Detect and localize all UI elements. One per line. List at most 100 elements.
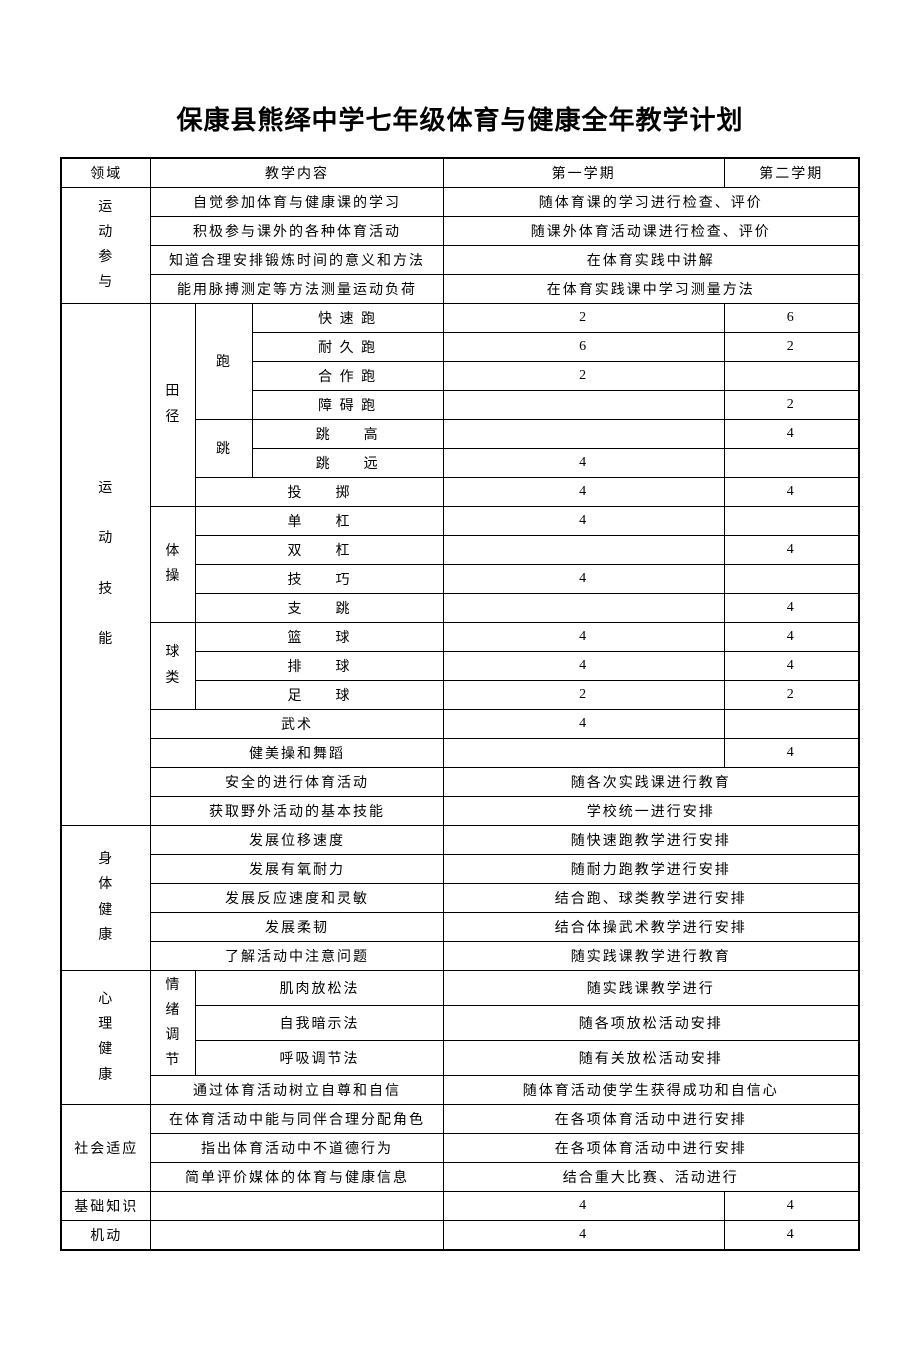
cell-content: 安全的进行体育活动: [151, 767, 443, 796]
domain-flex: 机动: [61, 1221, 151, 1250]
cell-s2: 4: [724, 1221, 859, 1250]
table-row: 发展反应速度和灵敏 结合跑、球类教学进行安排: [61, 883, 859, 912]
cell-s1: 4: [443, 622, 724, 651]
cell-note: 随实践课教学进行: [443, 970, 859, 1005]
page-title: 保康县熊绎中学七年级体育与健康全年教学计划: [60, 100, 860, 137]
cell-note: 结合体操武术教学进行安排: [443, 912, 859, 941]
cell-content: 呼吸调节法: [196, 1041, 443, 1076]
cell-content: 能用脉搏测定等方法测量运动负荷: [151, 274, 443, 303]
cell-s2: [724, 448, 859, 477]
cell-note: 随课外体育活动课进行检查、评价: [443, 216, 859, 245]
cell-s1: 6: [443, 332, 724, 361]
cell-content: 肌肉放松法: [196, 970, 443, 1005]
cell-s2: 2: [724, 390, 859, 419]
cell-content: 发展位移速度: [151, 825, 443, 854]
table-row: 社会适应 在体育活动中能与同伴合理分配角色 在各项体育活动中进行安排: [61, 1105, 859, 1134]
cell-s2: 4: [724, 1192, 859, 1221]
table-row: 能用脉搏测定等方法测量运动负荷 在体育实践课中学习测量方法: [61, 274, 859, 303]
cell-s1: [443, 593, 724, 622]
cell-s2: [724, 564, 859, 593]
table-row: 武术 4: [61, 709, 859, 738]
cell-content: 健美操和舞蹈: [151, 738, 443, 767]
cell-content: 知道合理安排锻炼时间的意义和方法: [151, 245, 443, 274]
cell-s1: 2: [443, 680, 724, 709]
cell-content: 篮 球: [196, 622, 443, 651]
cell-content: 了解活动中注意问题: [151, 941, 443, 970]
cell-s2: 2: [724, 332, 859, 361]
table-row: 机动 4 4: [61, 1221, 859, 1250]
cell-note: 在各项体育活动中进行安排: [443, 1134, 859, 1163]
cell-s1: 4: [443, 564, 724, 593]
table-row: 获取野外活动的基本技能 学校统一进行安排: [61, 796, 859, 825]
cell-note: 结合重大比赛、活动进行: [443, 1163, 859, 1192]
cell-s1: 4: [443, 1192, 724, 1221]
cell-content: 发展有氧耐力: [151, 854, 443, 883]
cell-content: 简单评价媒体的体育与健康信息: [151, 1163, 443, 1192]
domain-skills: 运动技能: [61, 303, 151, 825]
cell-note: 随体育活动使学生获得成功和自信心: [443, 1076, 859, 1105]
cell-content: 双 杠: [196, 535, 443, 564]
cell-note: 随快速跑教学进行安排: [443, 825, 859, 854]
table-row: 球类 篮 球 4 4: [61, 622, 859, 651]
cell-content: 排 球: [196, 651, 443, 680]
sub-track: 田径: [151, 303, 196, 506]
cell-s1: 2: [443, 303, 724, 332]
cell-s1: 2: [443, 361, 724, 390]
cell-content: [151, 1192, 443, 1221]
cell-note: 学校统一进行安排: [443, 796, 859, 825]
cell-note: 结合跑、球类教学进行安排: [443, 883, 859, 912]
cell-content: 投 掷: [196, 477, 443, 506]
domain-physical: 身体健康: [61, 825, 151, 970]
cell-content: 技 巧: [196, 564, 443, 593]
cell-content: 发展柔韧: [151, 912, 443, 941]
cell-s2: 4: [724, 738, 859, 767]
table-row: 基础知识 4 4: [61, 1192, 859, 1221]
header-sem1: 第一学期: [443, 158, 724, 187]
domain-social: 社会适应: [61, 1105, 151, 1192]
table-row: 体操 单 杠 4: [61, 506, 859, 535]
cell-content: 积极参与课外的各种体育活动: [151, 216, 443, 245]
cell-s2: 2: [724, 680, 859, 709]
cell-content: 单 杠: [196, 506, 443, 535]
table-row: 运动技能 田径 跑 快 速 跑 2 6: [61, 303, 859, 332]
cell-s2: 4: [724, 622, 859, 651]
cell-content: 自我暗示法: [196, 1005, 443, 1040]
cell-s2: 4: [724, 419, 859, 448]
table-row: 简单评价媒体的体育与健康信息 结合重大比赛、活动进行: [61, 1163, 859, 1192]
cell-s1: 4: [443, 651, 724, 680]
table-row: 知道合理安排锻炼时间的意义和方法 在体育实践中讲解: [61, 245, 859, 274]
cell-note: 随各次实践课进行教育: [443, 767, 859, 796]
cell-content: 快 速 跑: [252, 303, 443, 332]
cell-note: 在各项体育活动中进行安排: [443, 1105, 859, 1134]
cell-content: 障 碍 跑: [252, 390, 443, 419]
cell-s1: 4: [443, 477, 724, 506]
table-row: 心理健康 情绪调节 肌肉放松法 随实践课教学进行: [61, 970, 859, 1005]
cell-content: 指出体育活动中不道德行为: [151, 1134, 443, 1163]
domain-mental: 心理健康: [61, 970, 151, 1105]
plan-table: 领域 教学内容 第一学期 第二学期 运动参与 自觉参加体育与健康课的学习 随体育…: [60, 157, 860, 1251]
cell-s2: 4: [724, 651, 859, 680]
cell-content: 通过体育活动树立自尊和自信: [151, 1076, 443, 1105]
table-row: 身体健康 发展位移速度 随快速跑教学进行安排: [61, 825, 859, 854]
cell-note: 在体育实践中讲解: [443, 245, 859, 274]
header-content: 教学内容: [151, 158, 443, 187]
sub-ball: 球类: [151, 622, 196, 709]
table-row: 发展有氧耐力 随耐力跑教学进行安排: [61, 854, 859, 883]
cell-s1: 4: [443, 1221, 724, 1250]
cell-s1: 4: [443, 709, 724, 738]
cell-content: 跳 高: [252, 419, 443, 448]
cell-note: 随体育课的学习进行检查、评价: [443, 187, 859, 216]
table-row: 了解活动中注意问题 随实践课教学进行教育: [61, 941, 859, 970]
cell-content: 跳 远: [252, 448, 443, 477]
cell-s2: 4: [724, 477, 859, 506]
cell-content: 获取野外活动的基本技能: [151, 796, 443, 825]
table-row: 安全的进行体育活动 随各次实践课进行教育: [61, 767, 859, 796]
cell-s2: [724, 709, 859, 738]
table-row: 健美操和舞蹈 4: [61, 738, 859, 767]
cell-note: 随有关放松活动安排: [443, 1041, 859, 1076]
cell-note: 在体育实践课中学习测量方法: [443, 274, 859, 303]
cell-s1: 4: [443, 506, 724, 535]
cell-s1: [443, 390, 724, 419]
sub-gym: 体操: [151, 506, 196, 622]
sub-jump: 跳: [196, 419, 252, 477]
